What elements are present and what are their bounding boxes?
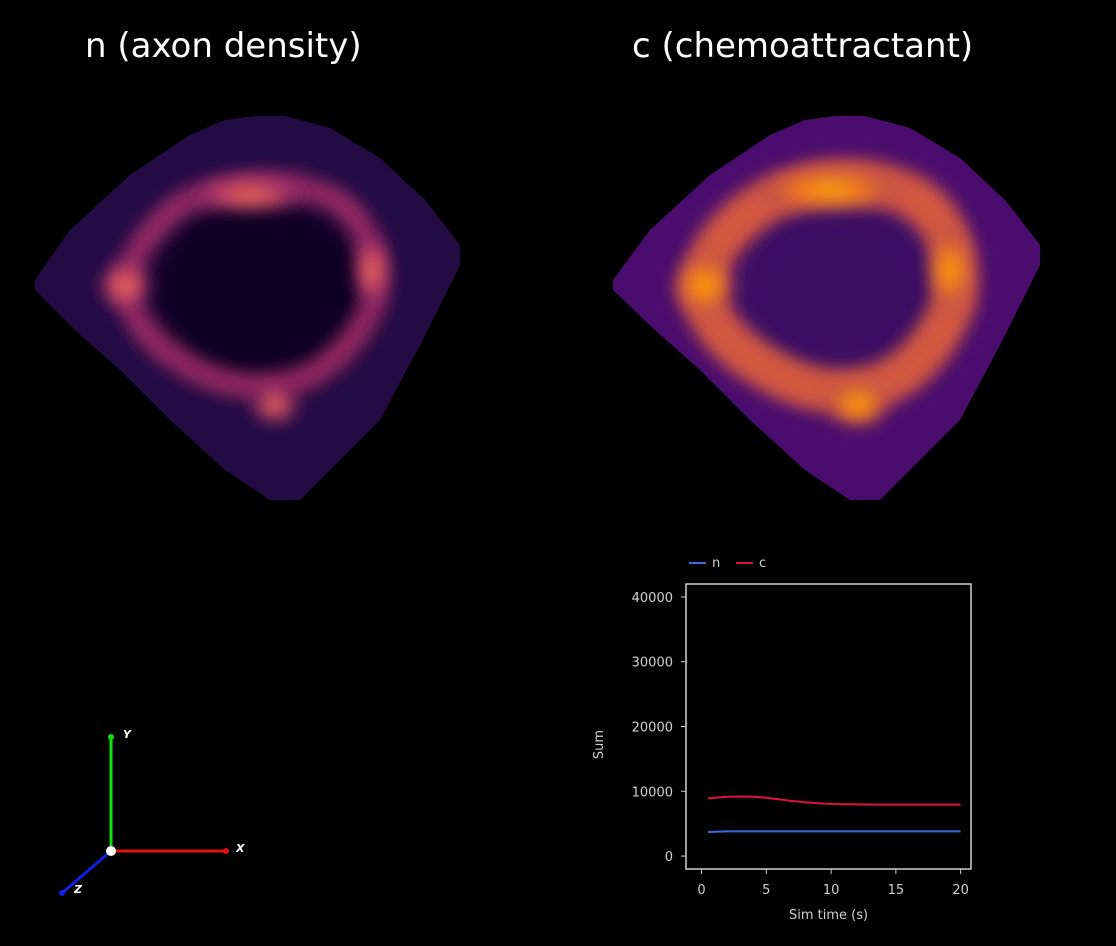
panel-title-c: c (chemoattractant) (632, 26, 974, 66)
orientation-axes-widget: X Y Z (59, 728, 245, 896)
x-axis-title: Sim time (s) (789, 908, 868, 923)
x-tick-label: 10 (823, 883, 840, 898)
origin-marker (106, 846, 116, 856)
z-axis-label: Z (73, 883, 83, 896)
x-tick-label: 0 (697, 883, 705, 898)
plot-frame (685, 583, 972, 870)
legend-label-n: n (712, 556, 720, 571)
density-map-c (613, 116, 1040, 500)
x-axis-tip (223, 848, 229, 854)
x-tick-label: 20 (952, 883, 969, 898)
series-line-c (707, 795, 961, 806)
x-tick-label: 5 (762, 883, 770, 898)
sum-line-chart: 0 5 10 15 20 0 10000 20000 30000 40000 Sim time (s… (592, 556, 972, 923)
density-map-n (35, 116, 460, 500)
series-line-n (707, 830, 961, 834)
y-tick-label: 20000 (632, 721, 673, 736)
z-axis-tip (59, 890, 65, 896)
y-tick-label: 40000 (632, 591, 673, 606)
z-axis-arrow (61, 849, 112, 895)
y-tick-label: 10000 (632, 785, 673, 800)
y-tick-label: 0 (665, 850, 673, 865)
y-axis-tip (108, 734, 114, 740)
x-tick-label: 15 (888, 883, 905, 898)
y-tick-label: 30000 (632, 656, 673, 671)
legend-label-c: c (759, 556, 766, 571)
y-axis-title: Sum (592, 730, 607, 759)
y-axis-label: Y (123, 728, 132, 741)
x-axis-label: X (235, 842, 245, 855)
panel-title-n: n (axon density) (85, 26, 362, 66)
